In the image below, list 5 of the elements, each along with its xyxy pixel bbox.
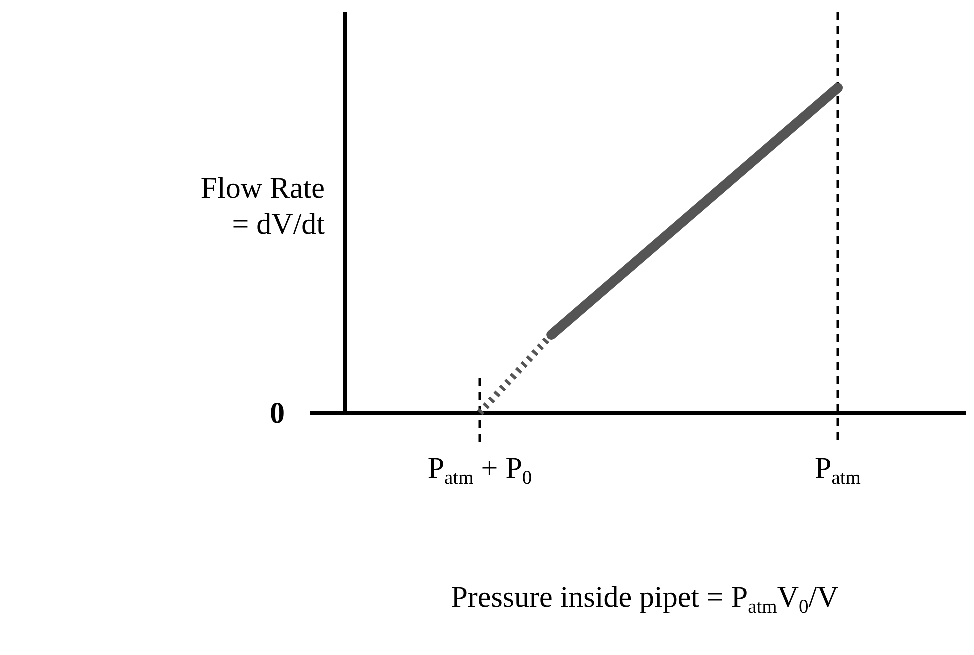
text: 0 (270, 397, 285, 430)
x-tick-label: P$_{atm}$ + P$_{0}$ (428, 452, 532, 489)
y-axis-title: Flow Rate = dV/dt (200, 172, 326, 241)
x-tick-label: P$_{atm}$ (815, 452, 861, 489)
x-axis-title: Pressure inside pipet = P$_{atm}$V$_{0}$/V (451, 581, 840, 618)
